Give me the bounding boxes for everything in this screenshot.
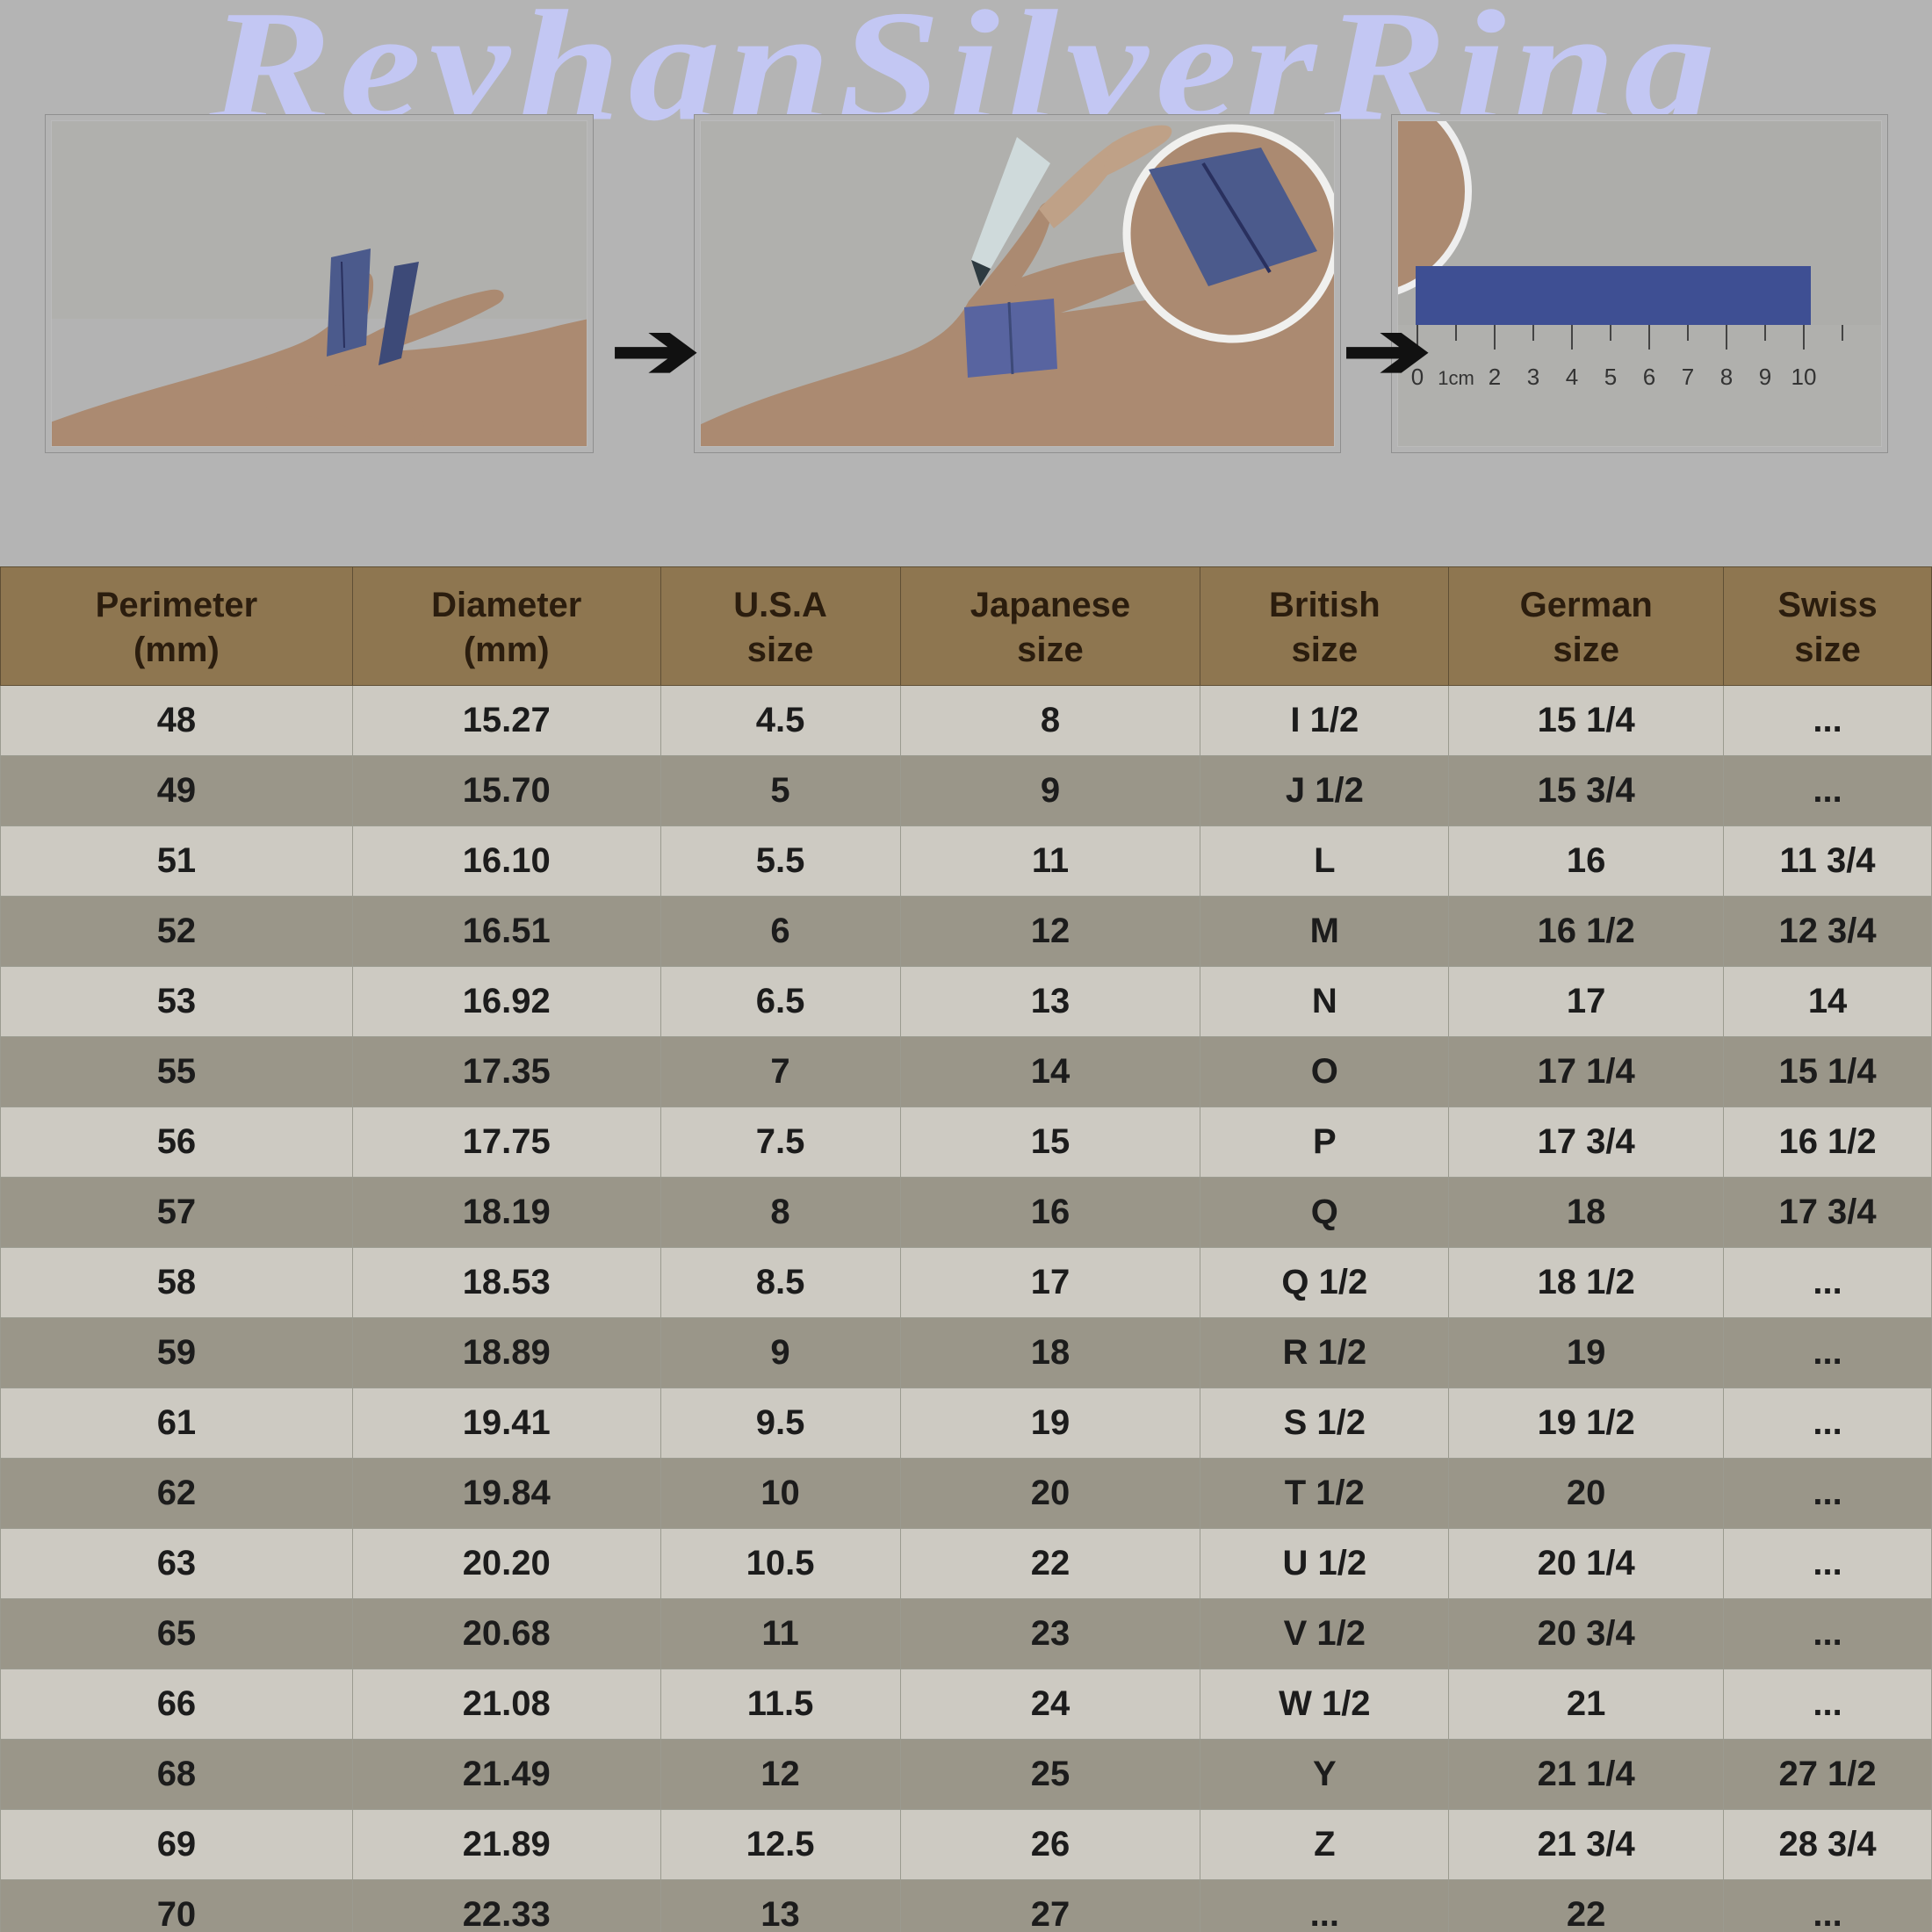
svg-text:5: 5 [1604,364,1617,390]
svg-text:7: 7 [1682,364,1694,390]
svg-text:3: 3 [1527,364,1539,390]
svg-text:9: 9 [1759,364,1771,390]
svg-text:6: 6 [1643,364,1655,390]
svg-text:2: 2 [1489,364,1501,390]
svg-text:10: 10 [1791,364,1817,390]
svg-text:8: 8 [1720,364,1733,390]
svg-text:1cm: 1cm [1438,367,1474,389]
svg-text:4: 4 [1566,364,1578,390]
